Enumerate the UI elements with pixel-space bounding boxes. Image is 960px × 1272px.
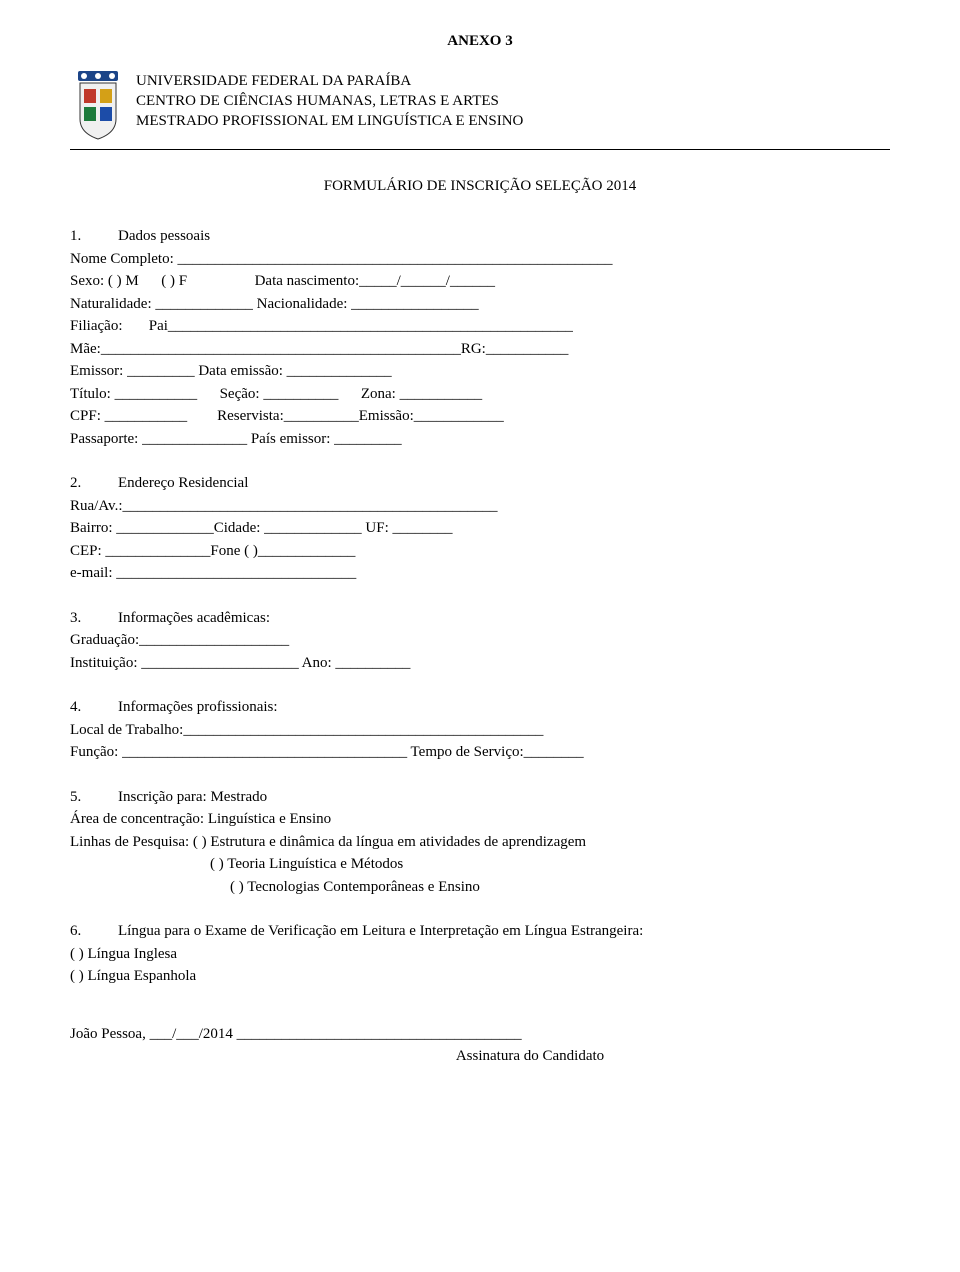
field-reservista[interactable]: Reservista:__________Emissão:___________… — [217, 408, 504, 424]
field-instituicao[interactable]: Instituição: _____________________ Ano: … — [70, 652, 890, 675]
field-filiacao-label: Filiação: — [70, 318, 123, 334]
section-lingua: 6. Língua para o Exame de Verificação em… — [70, 920, 890, 988]
field-secao[interactable]: Seção: __________ — [220, 386, 339, 402]
anexo-title: ANEXO 3 — [70, 30, 890, 53]
footer-date[interactable]: João Pessoa, ___/___/2014 ______________… — [70, 1023, 890, 1046]
field-pai[interactable]: Pai_____________________________________… — [149, 318, 573, 334]
section-label: Informações profissionais: — [118, 696, 278, 719]
section-label: Inscrição para: Mestrado — [118, 786, 267, 809]
section-label: Endereço Residencial — [118, 472, 248, 495]
field-nome[interactable]: Nome Completo: _________________________… — [70, 248, 890, 271]
section-num: 5. — [70, 786, 118, 809]
field-lingua-inglesa[interactable]: ( ) Língua Inglesa — [70, 943, 890, 966]
field-email[interactable]: e-mail: ________________________________ — [70, 562, 890, 585]
section-label: Língua para o Exame de Verificação em Le… — [118, 920, 643, 943]
header-divider — [70, 149, 890, 150]
field-cpf[interactable]: CPF: ___________ — [70, 408, 187, 424]
field-sexo-f[interactable]: ( ) F — [161, 273, 187, 289]
field-nascimento[interactable]: Data nascimento:_____/______/______ — [255, 273, 495, 289]
section-inscricao: 5. Inscrição para: Mestrado Área de conc… — [70, 786, 890, 899]
section-num: 2. — [70, 472, 118, 495]
field-passaporte[interactable]: Passaporte: ______________ País emissor:… — [70, 428, 890, 451]
section-profissionais: 4. Informações profissionais: Local de T… — [70, 696, 890, 764]
field-zona[interactable]: Zona: ___________ — [361, 386, 482, 402]
field-linha-3[interactable]: ( ) Tecnologias Contemporâneas e Ensino — [230, 876, 890, 899]
section-num: 6. — [70, 920, 118, 943]
field-funcao[interactable]: Função: ________________________________… — [70, 741, 890, 764]
section-endereco: 2. Endereço Residencial Rua/Av.:________… — [70, 472, 890, 585]
section-num: 4. — [70, 696, 118, 719]
footer-signature: Assinatura do Candidato — [170, 1045, 890, 1068]
field-titulo[interactable]: Título: ___________ — [70, 386, 197, 402]
field-linha-2[interactable]: ( ) Teoria Linguística e Métodos — [210, 853, 890, 876]
section-dados-pessoais: 1. Dados pessoais Nome Completo: _______… — [70, 225, 890, 450]
institution-info: UNIVERSIDADE FEDERAL DA PARAÍBA CENTRO D… — [136, 71, 890, 132]
field-mae-rg[interactable]: Mãe:____________________________________… — [70, 338, 890, 361]
field-bairro-cidade[interactable]: Bairro: _____________Cidade: ___________… — [70, 517, 890, 540]
institution-line-2: CENTRO DE CIÊNCIAS HUMANAS, LETRAS E ART… — [136, 91, 890, 111]
institution-line-1: UNIVERSIDADE FEDERAL DA PARAÍBA — [136, 71, 890, 91]
section-academicas: 3. Informações acadêmicas: Graduação:___… — [70, 607, 890, 675]
header-block: UNIVERSIDADE FEDERAL DA PARAÍBA CENTRO D… — [70, 71, 890, 141]
ufpb-logo-icon — [70, 71, 126, 141]
field-sexo-m[interactable]: Sexo: ( ) M — [70, 273, 139, 289]
section-label: Dados pessoais — [118, 225, 210, 248]
field-graduacao[interactable]: Graduação:____________________ — [70, 629, 890, 652]
section-label: Informações acadêmicas: — [118, 607, 270, 630]
section-num: 1. — [70, 225, 118, 248]
field-rua[interactable]: Rua/Av.:________________________________… — [70, 495, 890, 518]
section-num: 3. — [70, 607, 118, 630]
form-title: FORMULÁRIO DE INSCRIÇÃO SELEÇÃO 2014 — [70, 175, 890, 198]
field-local-trabalho[interactable]: Local de Trabalho:______________________… — [70, 719, 890, 742]
field-cep-fone[interactable]: CEP: ______________Fone ( )_____________ — [70, 540, 890, 563]
field-emissor[interactable]: Emissor: _________ Data emissão: _______… — [70, 360, 890, 383]
field-naturalidade[interactable]: Naturalidade: _____________ Nacionalidad… — [70, 293, 890, 316]
institution-line-3: MESTRADO PROFISSIONAL EM LINGUÍSTICA E E… — [136, 111, 890, 131]
field-linha-1[interactable]: Linhas de Pesquisa: ( ) Estrutura e dinâ… — [70, 831, 890, 854]
field-area: Área de concentração: Linguística e Ensi… — [70, 808, 890, 831]
field-lingua-espanhola[interactable]: ( ) Língua Espanhola — [70, 965, 890, 988]
